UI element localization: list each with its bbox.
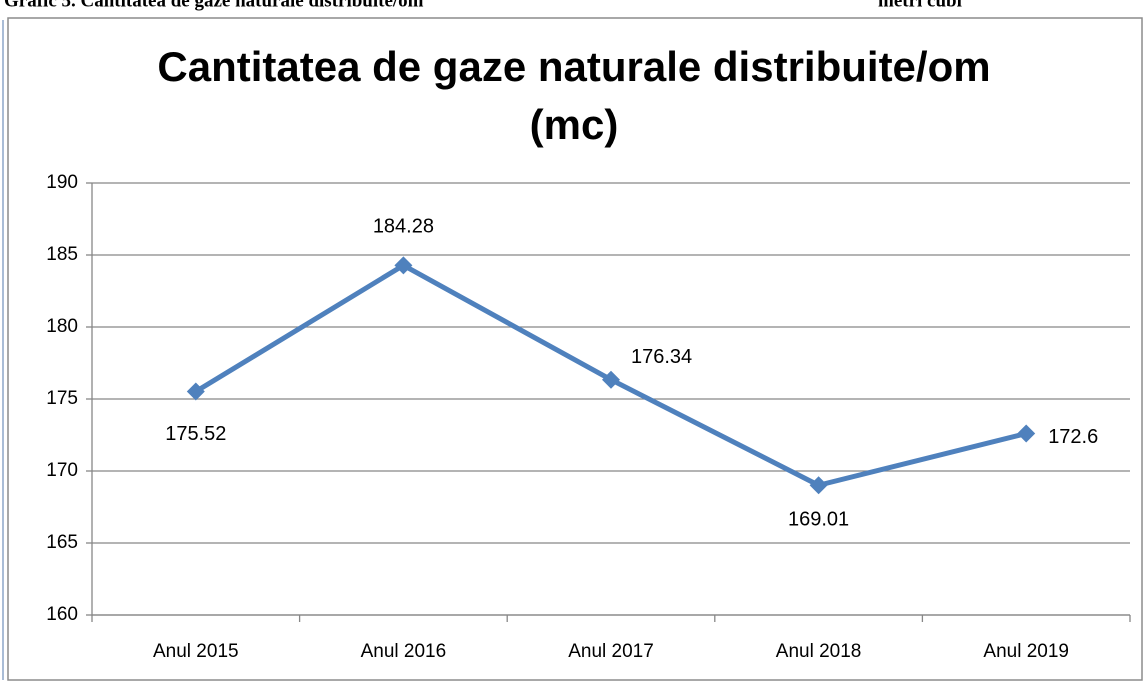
data-label: 184.28 [373, 216, 434, 238]
point [186, 382, 205, 401]
y-tick-label: 185 [46, 244, 78, 265]
chart-frame [7, 17, 1143, 681]
point [1017, 424, 1036, 443]
x-tick-label: Anul 2016 [361, 641, 447, 662]
y-tick-label: 170 [46, 460, 78, 481]
unit-label: metri cubi [878, 0, 962, 11]
data-label: 176.34 [631, 346, 692, 368]
x-tick-label: Anul 2019 [983, 641, 1069, 662]
y-tick-label: 175 [46, 388, 78, 409]
y-tick-label: 190 [46, 172, 78, 193]
y-tick-label: 165 [46, 532, 78, 553]
chart-title: Cantitatea de gaze naturale distribuite/… [157, 43, 990, 90]
x-tick-label: Anul 2017 [568, 641, 654, 662]
data-label: 172.6 [1048, 426, 1098, 448]
data-label: 169.01 [788, 509, 849, 531]
point [602, 370, 620, 389]
figure-caption: Grafic 5. Cantitatea de gaze naturale di… [4, 0, 424, 11]
y-tick-label: 160 [46, 604, 78, 625]
chart-title: (mc) [530, 101, 619, 148]
y-tick-label: 180 [46, 316, 78, 337]
point [394, 256, 413, 275]
x-tick-label: Anul 2018 [776, 641, 862, 662]
point [809, 476, 828, 495]
x-tick-label: Anul 2015 [153, 641, 239, 662]
data-label: 175.52 [165, 423, 226, 445]
